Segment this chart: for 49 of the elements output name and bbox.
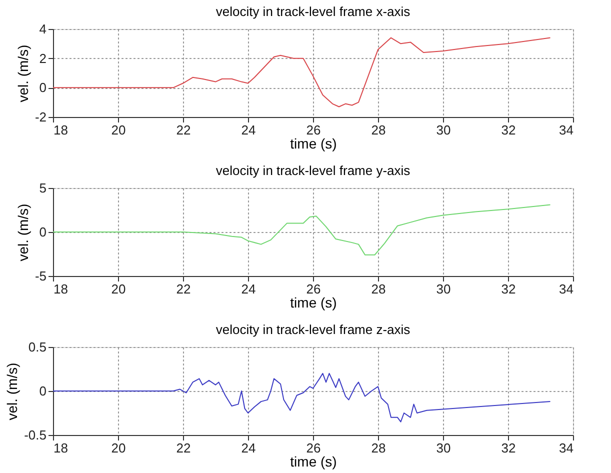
y-tick-label: 0 [39,80,46,96]
x-axis-title: time (s) [290,294,337,310]
x-tick-label: 32 [501,440,516,456]
x-tick-label: 22 [176,440,191,456]
y-tick-label: -0.5 [24,428,46,442]
x-tick-label: 18 [54,122,68,138]
y-axis-title: vel. (m/s) [4,362,20,420]
chart-title: velocity in track-level frame y-axis [216,163,411,178]
x-tick-label: 28 [371,282,386,296]
y-tick-label: 4 [39,22,46,36]
x-tick-label: 20 [111,440,126,456]
x-tick-label: 26 [306,122,321,138]
x-tick-label: 20 [111,122,126,138]
x-tick-label: 18 [54,440,68,456]
y-tick-label: 0 [39,224,46,240]
x-tick-label: 26 [306,440,321,456]
x-axis-title: time (s) [290,454,337,470]
x-axis-title: time (s) [290,136,337,152]
y-tick-label: 5 [39,180,46,196]
chart-title: velocity in track-level frame z-axis [216,322,411,337]
x-tick-label: 18 [54,282,68,296]
x-tick-label: 24 [241,440,256,456]
x-tick-label: 32 [501,122,516,138]
y-tick-label: -2 [34,110,46,124]
x-tick-label: 24 [241,122,256,138]
x-tick-label: 32 [501,282,516,296]
y-tick-label: 2 [39,50,46,66]
x-tick-label: 26 [306,282,321,296]
line-series [52,37,551,108]
x-tick-label: 30 [436,122,451,138]
line-series [52,372,551,422]
y-axis-title: vel. (m/s) [14,204,31,262]
x-tick-label: 24 [241,282,256,296]
x-tick-label: 28 [371,440,386,456]
x-tick-label: 30 [436,440,451,456]
x-tick-label: 28 [371,122,386,138]
x-tick-label: 34 [559,440,574,456]
x-tick-label: 34 [559,122,574,138]
x-tick-label: 34 [559,282,574,296]
y-axis-title: vel. (m/s) [14,44,31,102]
y-tick-label: -5 [34,268,46,284]
line-series [52,204,551,256]
y-tick-label: 0.5 [28,340,46,354]
x-tick-label: 30 [436,282,451,296]
x-tick-label: 22 [176,122,191,138]
y-tick-label: 0 [39,384,46,398]
x-tick-label: 22 [176,282,191,296]
x-tick-label: 20 [111,282,126,296]
chart-title: velocity in track-level frame x-axis [216,4,411,19]
